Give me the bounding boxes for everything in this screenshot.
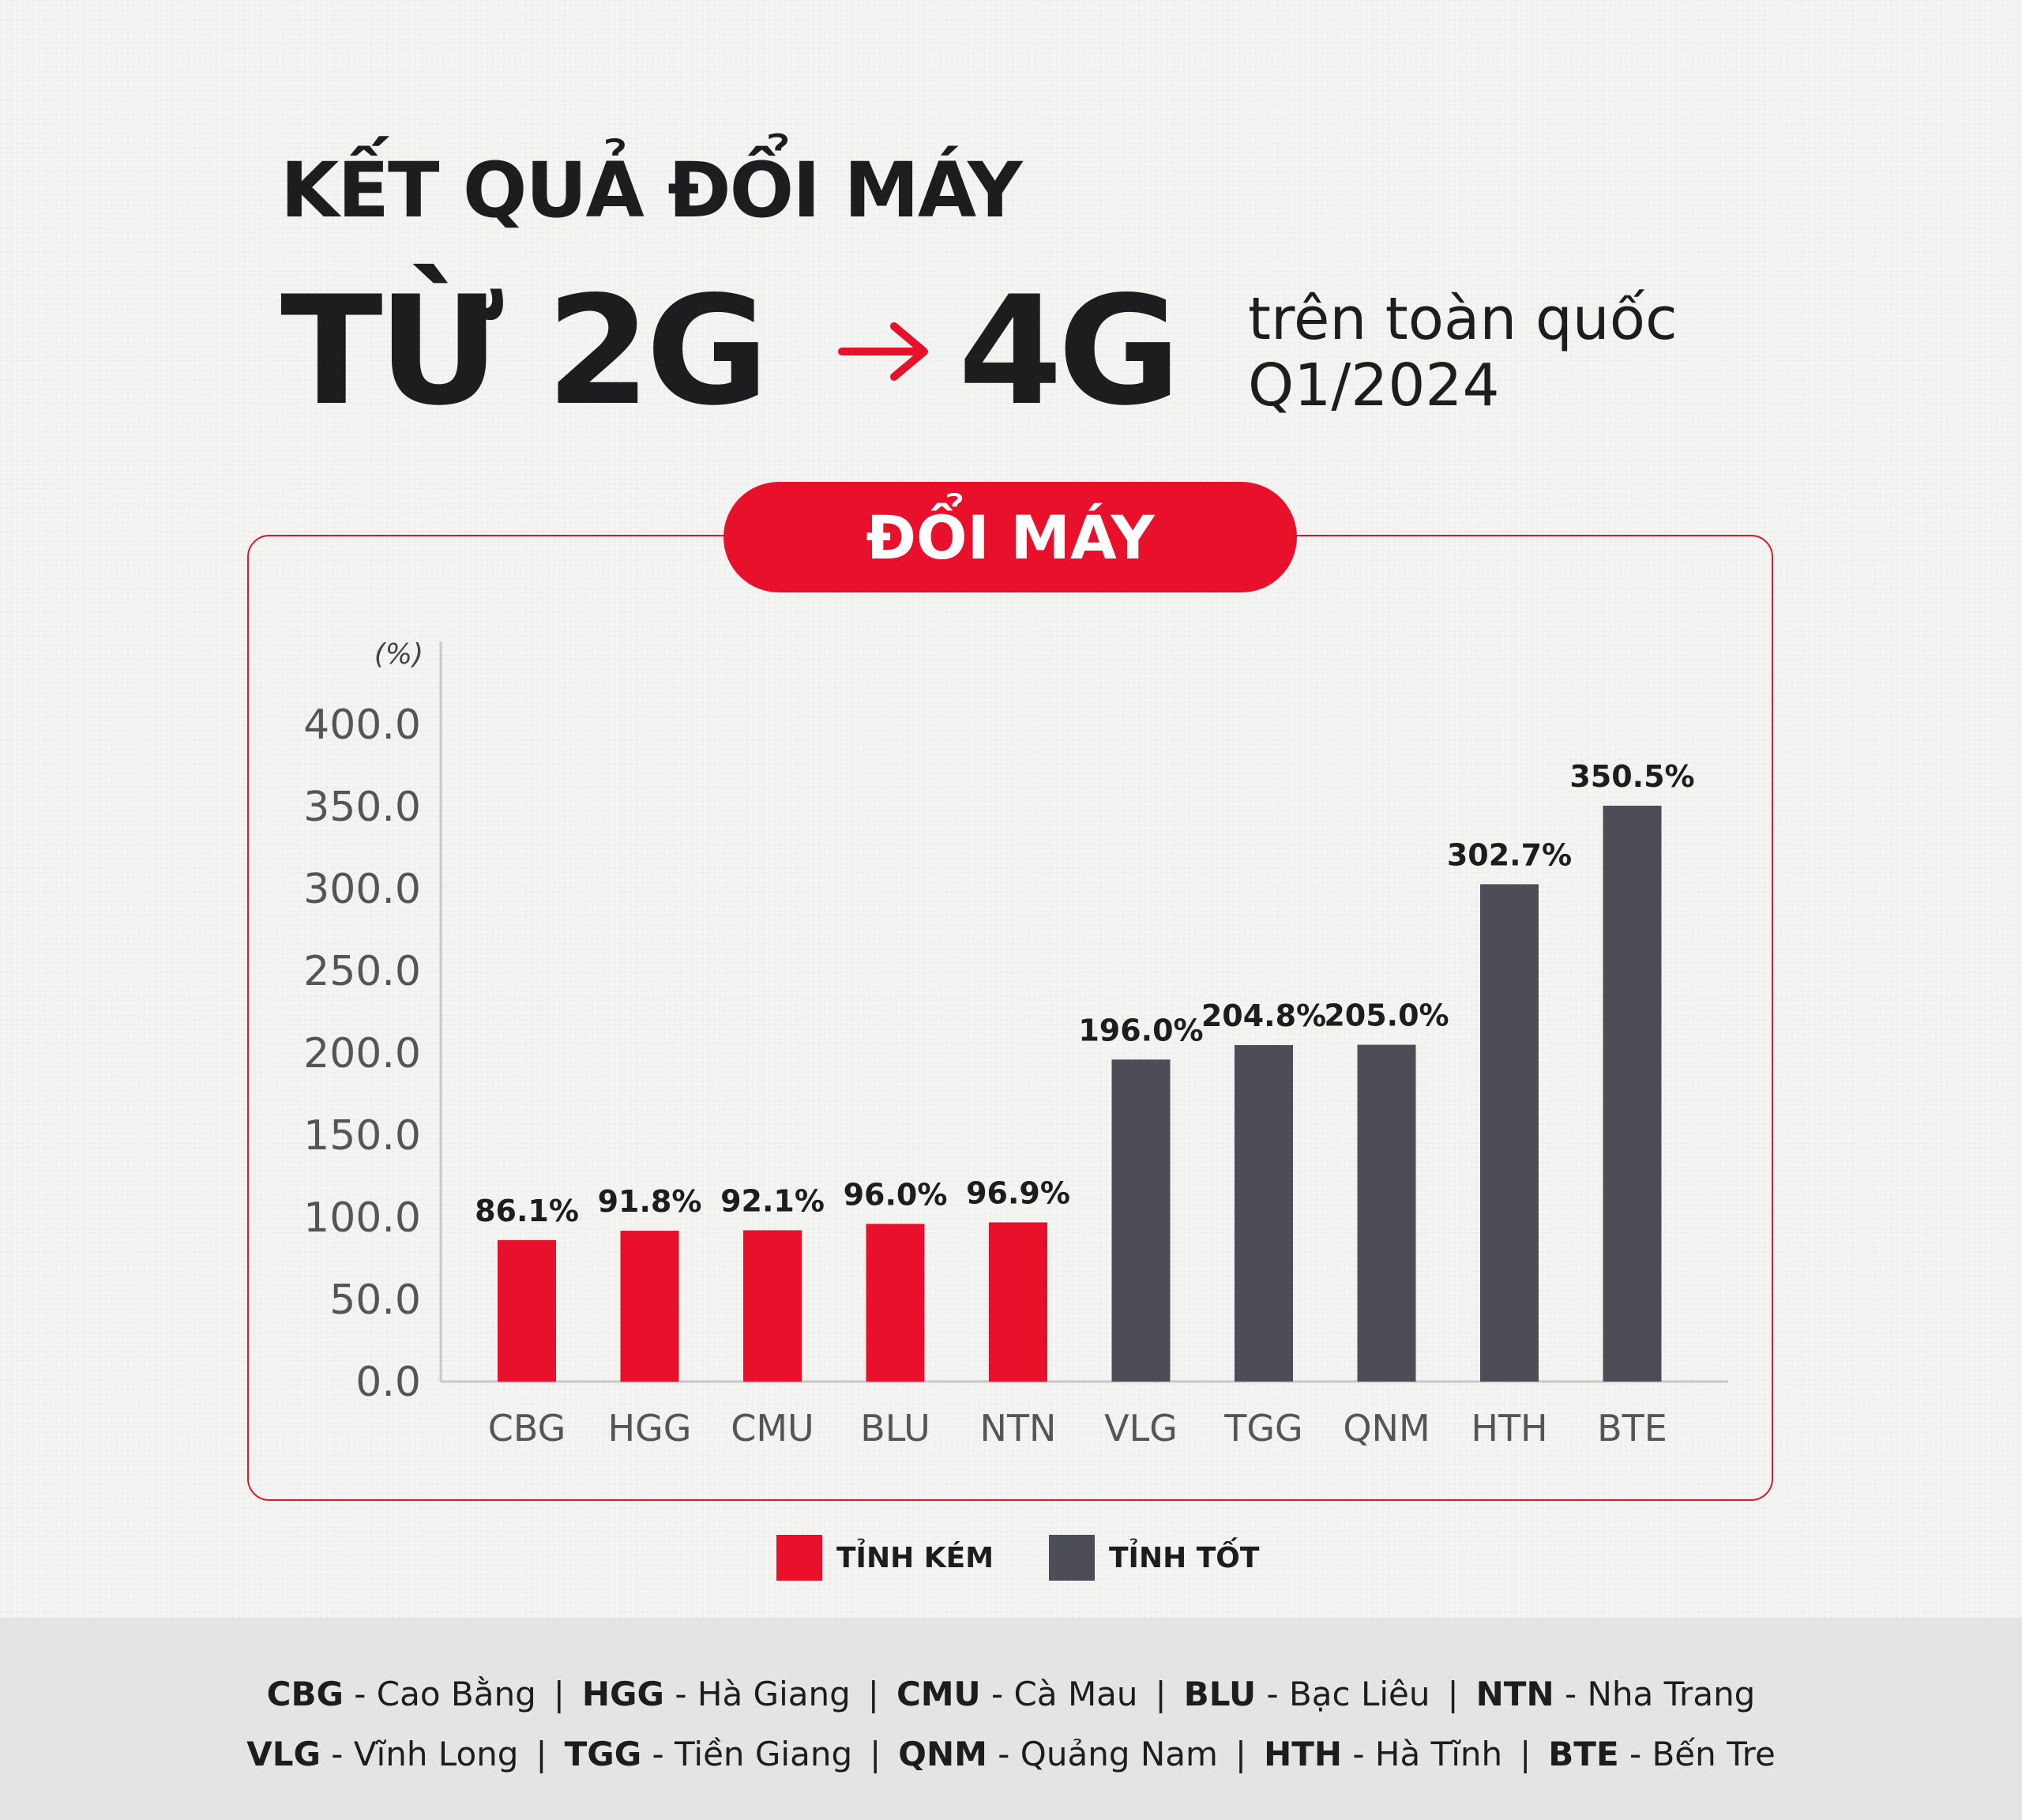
bar-tgg xyxy=(1235,1045,1293,1382)
footer-name: - Hà Tĩnh xyxy=(1342,1735,1503,1773)
footer-separator: | xyxy=(1447,1675,1459,1713)
x-tick-label: TGG xyxy=(1223,1407,1302,1450)
legend-swatch-good xyxy=(1049,1535,1095,1581)
bar-value-label: 91.8% xyxy=(598,1184,702,1219)
y-tick-label: 250.0 xyxy=(303,948,421,995)
footer-code: TGG xyxy=(564,1735,642,1773)
bar-value-label: 196.0% xyxy=(1078,1013,1203,1047)
arrow-right-icon xyxy=(838,322,928,381)
bar-qnm xyxy=(1357,1044,1416,1382)
footer-row-1: CBG - Cao Bằng | HGG - Hà Giang | CMU - Cà M… xyxy=(0,1675,2022,1713)
legend-item-good: TỈNH TỐT xyxy=(1049,1535,1259,1581)
footer-name: - Quảng Nam xyxy=(987,1735,1218,1773)
footer-code: HTH xyxy=(1264,1735,1343,1773)
footer-name: - Cao Bằng xyxy=(343,1675,536,1713)
x-tick-label: NTN xyxy=(980,1407,1057,1450)
footer-separator: | xyxy=(1155,1675,1167,1713)
legend-label-good: TỈNH TỐT xyxy=(1109,1541,1260,1574)
footer-code: CBG xyxy=(266,1675,344,1713)
x-tick-label: CMU xyxy=(731,1407,814,1450)
footer-name: - Nha Trang xyxy=(1554,1675,1756,1713)
footer-row-2: VLG - Vĩnh Long | TGG - Tiền Giang | QNM - Q… xyxy=(0,1735,2022,1773)
bar-value-label: 92.1% xyxy=(720,1183,825,1218)
legend-label-weak: TỈNH KÉM xyxy=(836,1541,994,1574)
bar-value-label: 96.9% xyxy=(966,1175,1070,1210)
title-line1: KẾT QUẢ ĐỔI MÁY xyxy=(280,146,1022,235)
bar-hth xyxy=(1480,884,1539,1382)
x-tick-label: HTH xyxy=(1471,1407,1547,1450)
title-2g: TỪ 2G xyxy=(280,264,769,438)
x-tick-label: QNM xyxy=(1343,1407,1430,1450)
footer-code: HGG xyxy=(581,1675,665,1713)
footer-name: - Tiền Giang xyxy=(641,1735,853,1773)
subtitle: trên toàn quốc Q1/2024 xyxy=(1248,286,1678,419)
footer-name: - Hà Giang xyxy=(664,1675,851,1713)
footer-separator: | xyxy=(867,1675,879,1713)
footer-name: - Vĩnh Long xyxy=(320,1735,519,1773)
bar-value-label: 205.0% xyxy=(1324,998,1449,1033)
bar-value-label: 86.1% xyxy=(475,1194,579,1228)
y-tick-label: 0.0 xyxy=(355,1359,421,1406)
y-tick-label: 400.0 xyxy=(303,701,421,749)
footer-code: VLG xyxy=(246,1735,321,1773)
bar-value-label: 350.5% xyxy=(1569,759,1694,794)
y-tick-label: 100.0 xyxy=(303,1194,421,1242)
y-tick-label: 200.0 xyxy=(303,1030,421,1077)
y-tick-label: 350.0 xyxy=(303,784,421,831)
bar-vlg xyxy=(1111,1059,1171,1382)
footer-name: - Cà Mau xyxy=(980,1675,1138,1713)
subtitle-scope: trên toàn quốc xyxy=(1248,285,1678,353)
y-tick-label: 300.0 xyxy=(303,866,421,913)
footer-name: - Bạc Liêu xyxy=(1256,1675,1430,1713)
bar-value-label: 96.0% xyxy=(844,1177,948,1212)
footer-separator: | xyxy=(1235,1735,1247,1773)
footer-separator: | xyxy=(870,1735,881,1773)
bar-blu xyxy=(866,1224,925,1382)
footer-separator: | xyxy=(1520,1735,1532,1773)
footer-code: BLU xyxy=(1183,1675,1257,1713)
x-tick-label: BLU xyxy=(860,1407,930,1450)
footer-name: - Bến Tre xyxy=(1618,1735,1776,1773)
legend-swatch-weak xyxy=(776,1535,822,1581)
bar-cmu xyxy=(743,1230,802,1382)
y-tick-label: 150.0 xyxy=(303,1112,421,1160)
abbreviation-footer: CBG - Cao Bằng | HGG - Hà Giang | CMU - Cà M… xyxy=(0,1618,2022,1820)
footer-code: NTN xyxy=(1475,1675,1554,1713)
footer-code: QNM xyxy=(898,1735,987,1773)
footer-separator: | xyxy=(553,1675,565,1713)
y-tick-label: 50.0 xyxy=(329,1277,421,1324)
bar-bte xyxy=(1603,805,1662,1382)
bar-ntn xyxy=(989,1222,1047,1382)
bar-hgg xyxy=(620,1231,679,1382)
footer-code: CMU xyxy=(896,1675,981,1713)
x-tick-label: CBG xyxy=(488,1407,566,1450)
bar-value-label: 204.8% xyxy=(1201,998,1326,1033)
x-tick-label: VLG xyxy=(1104,1407,1178,1450)
footer-code: BTE xyxy=(1548,1735,1619,1773)
footer-separator: | xyxy=(536,1735,547,1773)
chart-badge: ĐỔI MÁY xyxy=(723,482,1297,592)
x-tick-label: HGG xyxy=(608,1407,692,1450)
title-4g: 4G xyxy=(958,264,1181,438)
legend-item-weak: TỈNH KÉM xyxy=(776,1535,994,1581)
bar-value-label: 302.7% xyxy=(1447,837,1572,872)
y-axis-unit: (%) xyxy=(374,638,423,671)
bar-chart: (%) 0.0 50.0 100.0 150.0 200.0 250.0 300.0 350.0… xyxy=(303,638,1728,1450)
bar-cbg xyxy=(498,1239,556,1382)
subtitle-period: Q1/2024 xyxy=(1248,352,1500,419)
x-tick-label: BTE xyxy=(1597,1407,1667,1450)
